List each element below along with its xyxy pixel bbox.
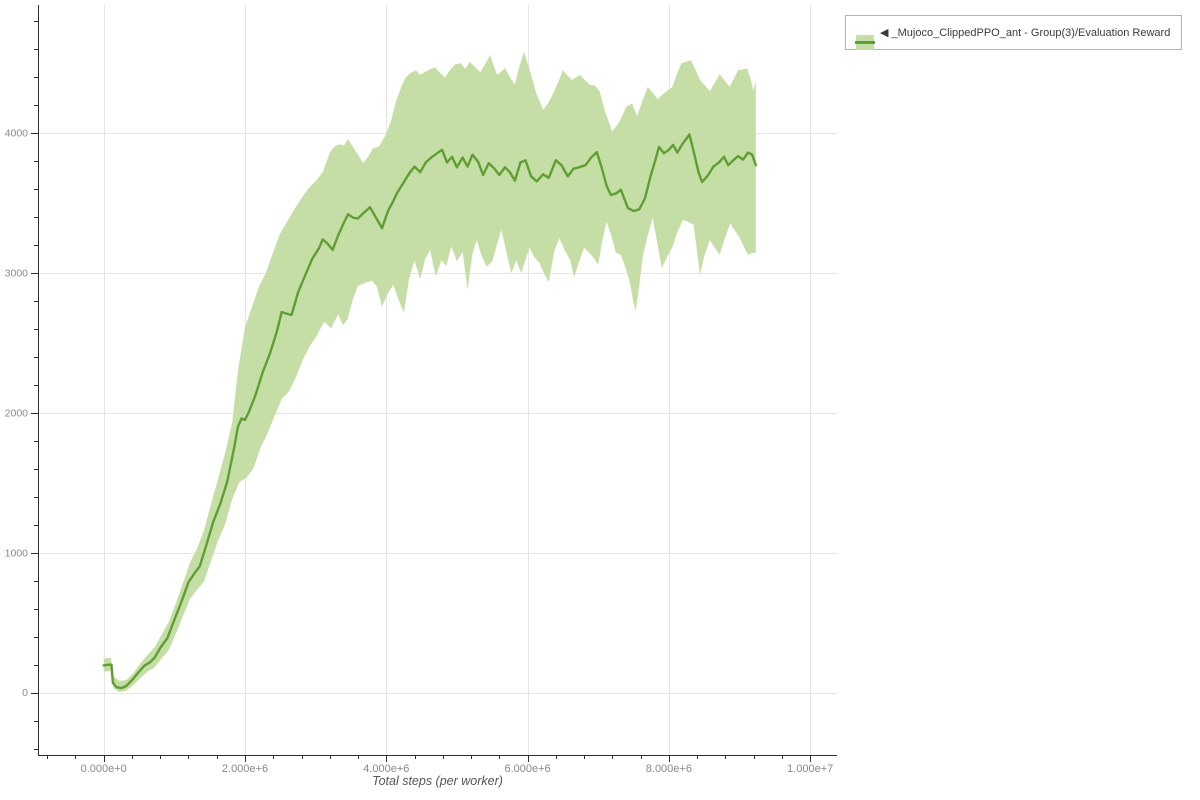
axes — [31, 5, 837, 762]
y-tick-label: 1000 — [5, 547, 29, 559]
x-axis-title: Total steps (per worker) — [372, 774, 503, 788]
x-tick-label: 6.000e+6 — [504, 763, 550, 775]
legend: ◀ _Mujoco_ClippedPPO_ant - Group(3)/Eval… — [845, 15, 1182, 50]
x-tick-label: 1.000e+7 — [787, 763, 833, 775]
x-tick-label: 2.000e+6 — [222, 763, 268, 775]
tick-labels: 0.000e+0 2.000e+6 4.000e+6 6.000e+6 8.000e+6… — [5, 128, 834, 775]
confidence-band — [103, 51, 756, 692]
gridlines — [38, 5, 837, 755]
legend-item[interactable]: ◀ _Mujoco_ClippedPPO_ant - Group(3)/Eval… — [855, 22, 1171, 50]
legend-swatch-line — [855, 41, 875, 44]
y-tick-label: 4000 — [5, 128, 29, 140]
x-tick-label: 0.000e+0 — [81, 763, 127, 775]
x-tick-label: 8.000e+6 — [646, 763, 692, 775]
legend-swatch-band — [855, 35, 875, 50]
y-tick-label: 0 — [22, 687, 28, 699]
legend-label: ◀ _Mujoco_ClippedPPO_ant - Group(3)/Eval… — [880, 27, 1171, 39]
y-tick-label: 3000 — [5, 267, 29, 279]
y-tick-label: 2000 — [5, 407, 29, 419]
mean-line — [102, 133, 757, 690]
x-tick-label: 4.000e+6 — [363, 763, 409, 775]
